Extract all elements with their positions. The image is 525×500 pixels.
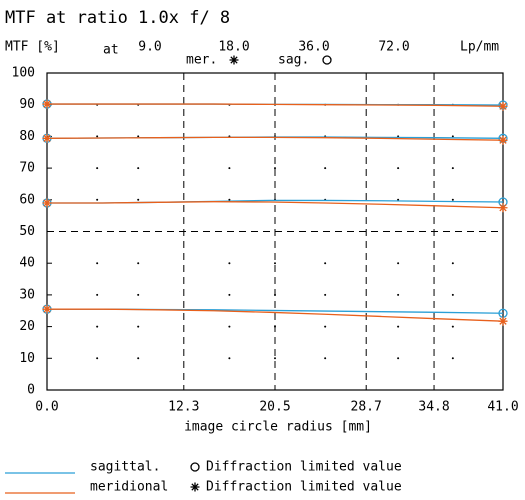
grid-dot [274,357,276,360]
grid-dot [324,262,327,265]
grid-dot [324,325,327,328]
y-tick-label: 0 [27,383,35,398]
x-tick-label: 12.3 [168,400,199,415]
marker-asterisk [498,101,508,111]
marker-asterisk [498,316,508,326]
grid-dot [96,167,99,170]
y-tick-label: 60 [19,192,35,207]
grid-dot [451,167,454,170]
grid-dot [96,293,99,296]
grid-dot [96,357,99,360]
grid-dot [451,262,454,265]
mtf-curve [46,136,504,141]
grid-dot [397,325,400,328]
grid-dot [451,135,454,138]
grid-dot [137,135,140,138]
series-short-name: mer. [186,53,217,68]
grid-dot [137,293,140,296]
grid-dot [137,325,140,328]
grid-dot [137,167,140,170]
frequency-label: 9.0 [138,40,161,55]
grid-dot [228,167,231,170]
marker-asterisk [42,133,52,143]
x-tick-label: 28.7 [351,400,382,415]
x-tick-label: 20.5 [259,400,290,415]
frequency-label: 72.0 [378,40,409,55]
chart-title: MTF at ratio 1.0x f/ 8 [5,8,230,28]
marker-asterisk [498,135,508,145]
grid-dot [228,198,231,201]
y-tick-label: 30 [19,287,35,302]
y-tick-label: 50 [19,224,35,239]
y-tick-label: 40 [19,256,35,271]
series-short-name: sag. [278,53,309,68]
grid-dot [96,325,99,328]
frequency-prefix: at [103,43,119,58]
frequency-label: 36.0 [298,40,329,55]
y-tick-label: 20 [19,319,35,334]
marker-asterisk [498,203,508,213]
marker-asterisk [42,198,52,208]
legend-marker-text: Diffraction limited value [206,460,402,475]
y-tick-label: 10 [19,351,35,366]
grid-dot [228,293,231,296]
grid-dot [96,262,99,265]
grid-dot [397,293,400,296]
grid-dot [397,167,400,170]
marker-circle [190,462,200,472]
marker-asterisk [42,304,52,314]
grid-dot [274,167,276,170]
mtf-curve [47,308,504,322]
marker-circle [322,55,332,65]
grid-dot [324,167,327,170]
frequency-unit: Lp/mm [460,40,499,55]
legend-marker-text: Diffraction limited value [206,480,402,495]
grid-dot [397,357,400,360]
grid-dot [96,135,99,138]
grid-dot [274,262,276,265]
grid-dot [451,357,454,360]
y-tick-label: 90 [19,97,35,112]
grid-dot [137,262,140,265]
grid-dot [228,357,231,360]
grid-dot [451,198,454,201]
marker-asterisk [229,55,239,65]
y-tick-label: 70 [19,161,35,176]
grid-dot [137,357,140,360]
mtf-curve [47,103,504,107]
marker-asterisk [190,482,200,492]
grid-dot [397,262,400,265]
x-tick-label: 41.0 [487,400,518,415]
y-tick-label: 100 [12,66,35,81]
mtf-curve [47,201,504,209]
frequency-label: 18.0 [218,40,249,55]
y-axis-label: MTF [%] [5,40,60,55]
grid-dot [228,262,231,265]
grid-dot [228,325,231,328]
y-tick-label: 80 [19,129,35,144]
grid-dot [324,357,327,360]
x-tick-label: 0.0 [35,400,58,415]
grid-dot [451,325,454,328]
grid-dot [137,198,140,201]
grid-dot [324,293,327,296]
x-tick-label: 34.8 [418,400,449,415]
marker-asterisk [42,99,52,109]
legend-label: meridional [90,480,168,495]
grid-dot [96,198,99,201]
x-axis-label: image circle radius [mm] [184,420,372,435]
grid-dot [451,293,454,296]
legend-label: sagittal. [90,460,160,475]
